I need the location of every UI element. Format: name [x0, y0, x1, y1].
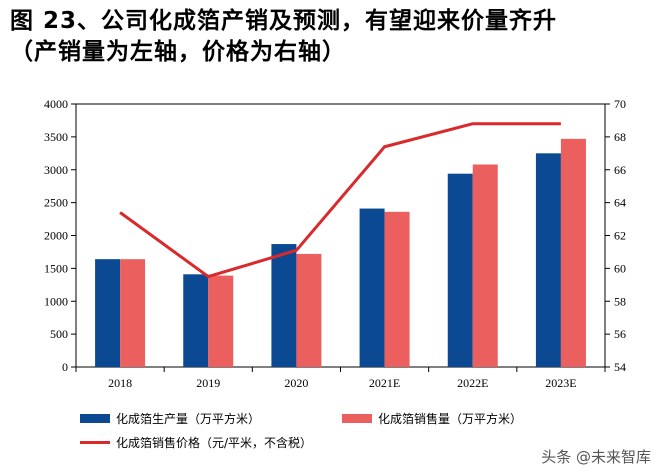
legend-swatch-production: [80, 414, 110, 423]
right-tick-label: 58: [614, 294, 626, 308]
left-tick-label: 1000: [44, 294, 68, 308]
left-tick-label: 2500: [44, 196, 68, 210]
right-tick-label: 62: [614, 229, 626, 243]
legend-label-sales: 化成箔销售量（万平方米）: [378, 412, 523, 426]
right-tick-label: 70: [614, 97, 626, 111]
bar-sales: [384, 211, 410, 367]
x-tick-label: 2023E: [545, 376, 576, 390]
x-tick-label: 2021E: [369, 376, 400, 390]
chart-title: 图 23、公司化成箔产销及预测，有望迎来价量齐升 （产销量为左轴，价格为右轴）: [10, 6, 660, 68]
right-tick-label: 54: [614, 360, 626, 374]
bar-sales: [472, 164, 498, 367]
chart-title-line-2: （产销量为左轴，价格为右轴）: [10, 39, 346, 65]
left-tick-label: 2000: [44, 229, 68, 243]
bar-production: [535, 153, 561, 367]
bar-production: [271, 244, 297, 367]
legend-swatch-sales: [342, 414, 372, 423]
left-tick-label: 0: [62, 360, 68, 374]
legend-label-price: 化成箔销售价格（元/平米，不含税）: [116, 436, 313, 450]
bar-production: [447, 173, 473, 367]
legend-item-sales: 化成箔销售量（万平方米）: [342, 410, 522, 427]
right-tick-label: 56: [614, 327, 626, 341]
x-tick-label: 2018: [108, 376, 132, 390]
bar-production: [95, 259, 121, 367]
legend-label-production: 化成箔生产量（万平方米）: [116, 412, 261, 426]
right-tick-label: 64: [614, 196, 626, 210]
bar-production: [359, 208, 385, 367]
x-tick-label: 2020: [284, 376, 308, 390]
bar-production: [183, 274, 209, 367]
left-tick-label: 3000: [44, 163, 68, 177]
left-tick-label: 500: [50, 327, 68, 341]
left-tick-label: 3500: [44, 130, 68, 144]
left-tick-label: 1500: [44, 261, 68, 275]
legend-swatch-price: [80, 441, 110, 444]
bar-sales: [296, 253, 322, 367]
x-tick-label: 2019: [196, 376, 220, 390]
right-tick-label: 68: [614, 130, 626, 144]
legend-item-price: 化成箔销售价格（元/平米，不含税）: [80, 434, 312, 451]
left-tick-label: 4000: [44, 97, 68, 111]
right-tick-label: 66: [614, 163, 626, 177]
x-tick-label: 2022E: [457, 376, 488, 390]
bar-sales: [120, 259, 146, 367]
price-line: [119, 122, 561, 279]
bar-sales: [560, 138, 586, 367]
watermark: 头条 @未来智库: [541, 448, 651, 466]
plot-frame: [75, 103, 606, 368]
right-tick-label: 60: [614, 261, 626, 275]
bar-sales: [208, 275, 234, 367]
legend-item-production: 化成箔生产量（万平方米）: [80, 410, 260, 427]
chart-canvas: 0 500 1000 1500 2000 2500 3000 3500 4000 54 56 58 60…: [44, 97, 626, 390]
chart-title-line-1: 图 23、公司化成箔产销及预测，有望迎来价量齐升: [10, 8, 558, 34]
